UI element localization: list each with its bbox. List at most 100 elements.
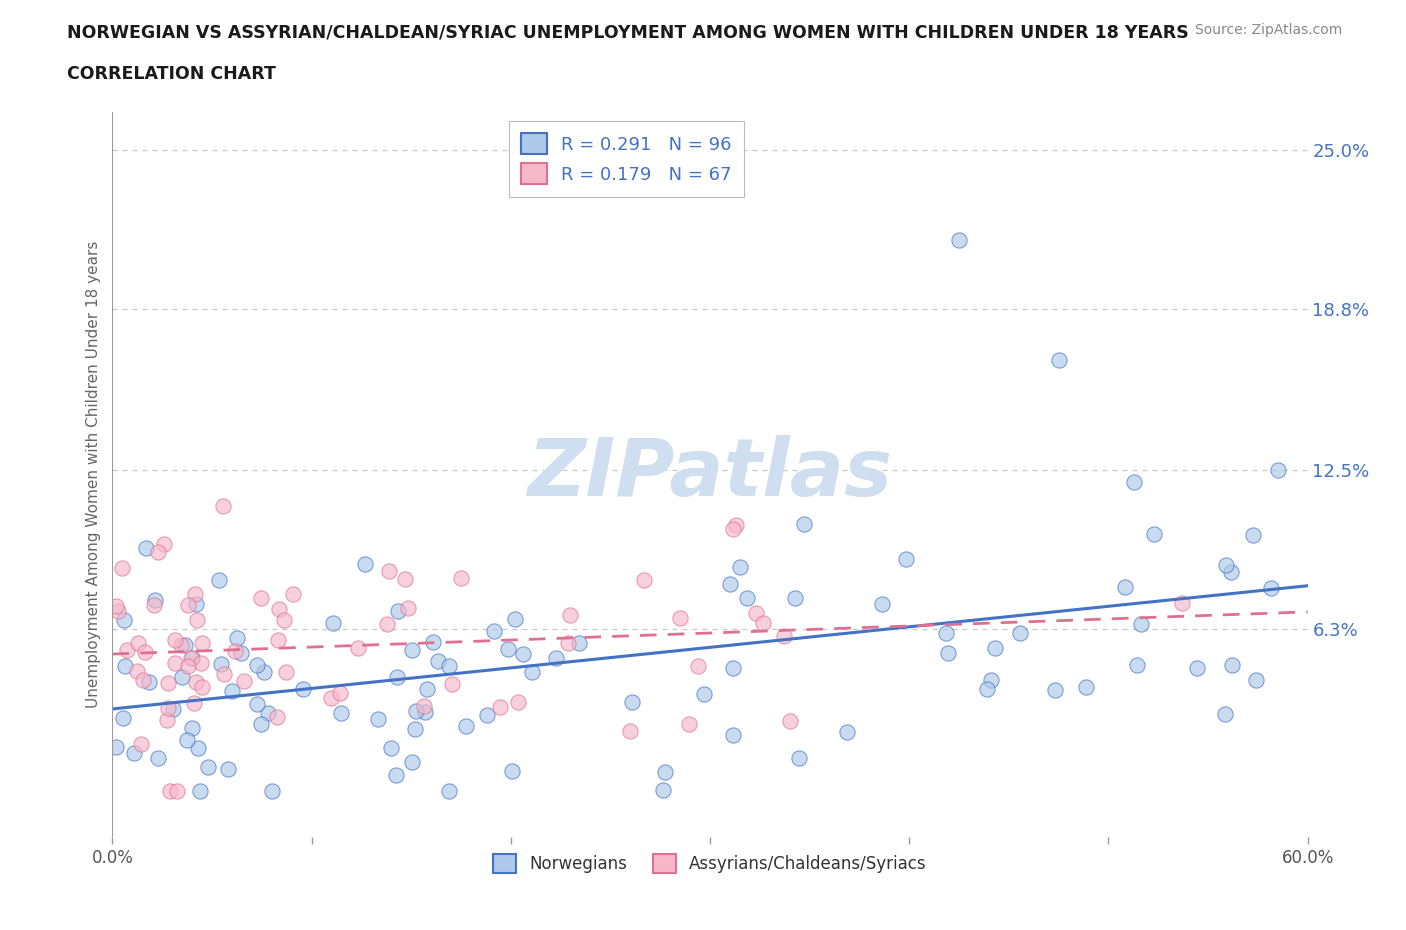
Point	[439, 783, 461, 798]
Point	[737, 591, 759, 605]
Point	[292, 682, 315, 697]
Point	[938, 646, 960, 661]
Point	[225, 631, 247, 645]
Point	[221, 684, 243, 698]
Point	[1074, 680, 1097, 695]
Point	[208, 573, 231, 588]
Point	[173, 637, 195, 652]
Point	[330, 705, 353, 720]
Point	[654, 764, 676, 779]
Point	[112, 612, 135, 627]
Point	[375, 617, 398, 631]
Point	[229, 645, 252, 660]
Point	[107, 604, 129, 618]
Point	[281, 587, 304, 602]
Point	[779, 713, 801, 728]
Point	[693, 686, 716, 701]
Point	[725, 517, 748, 532]
Point	[688, 658, 710, 673]
Point	[378, 564, 401, 578]
Point	[181, 651, 204, 666]
Point	[669, 610, 692, 625]
Point	[1122, 474, 1144, 489]
Point	[1260, 581, 1282, 596]
Point	[253, 665, 276, 680]
Point	[1244, 673, 1267, 688]
Point	[105, 740, 128, 755]
Point	[157, 675, 180, 690]
Point	[104, 599, 127, 614]
Point	[1267, 463, 1289, 478]
Point	[184, 675, 207, 690]
Point	[568, 635, 591, 650]
Point	[211, 499, 233, 514]
Point	[723, 727, 745, 742]
Point	[1010, 626, 1032, 641]
Legend: Norwegians, Assyrians/Chaldeans/Syriacs: Norwegians, Assyrians/Chaldeans/Syriacs	[486, 847, 934, 880]
Point	[1220, 658, 1243, 672]
Point	[413, 699, 436, 714]
Point	[501, 764, 523, 778]
Point	[872, 597, 894, 612]
Point	[1215, 557, 1237, 572]
Text: ZIPatlas: ZIPatlas	[527, 435, 893, 513]
Point	[475, 708, 498, 723]
Point	[437, 659, 460, 674]
Point	[558, 607, 581, 622]
Point	[132, 673, 155, 688]
Point	[1130, 617, 1153, 631]
Point	[745, 605, 768, 620]
Point	[405, 703, 427, 718]
Point	[115, 643, 138, 658]
Point	[322, 616, 344, 631]
Point	[266, 710, 288, 724]
Point	[197, 759, 219, 774]
Y-axis label: Unemployment Among Women with Children Under 18 years: Unemployment Among Women with Children U…	[86, 241, 101, 708]
Point	[1241, 528, 1264, 543]
Point	[484, 624, 506, 639]
Point	[728, 560, 751, 575]
Point	[274, 665, 297, 680]
Point	[387, 670, 409, 684]
Point	[347, 640, 370, 655]
Point	[125, 664, 148, 679]
Point	[111, 561, 134, 576]
Point	[512, 646, 534, 661]
Point	[1047, 352, 1070, 367]
Point	[188, 783, 211, 798]
Text: NORWEGIAN VS ASSYRIAN/CHALDEAN/SYRIAC UNEMPLOYMENT AMONG WOMEN WITH CHILDREN UND: NORWEGIAN VS ASSYRIAN/CHALDEAN/SYRIAC UN…	[67, 23, 1189, 41]
Point	[250, 717, 273, 732]
Point	[183, 696, 205, 711]
Point	[250, 591, 273, 605]
Point	[394, 572, 416, 587]
Point	[266, 632, 288, 647]
Point	[329, 685, 352, 700]
Point	[224, 644, 246, 658]
Point	[980, 672, 1002, 687]
Point	[172, 670, 194, 684]
Point	[184, 596, 207, 611]
Point	[1126, 658, 1149, 672]
Point	[186, 613, 208, 628]
Point	[835, 724, 858, 739]
Point	[984, 641, 1007, 656]
Point	[935, 625, 957, 640]
Point	[401, 755, 423, 770]
Point	[416, 682, 439, 697]
Point	[427, 654, 450, 669]
Point	[723, 660, 745, 675]
Point	[422, 635, 444, 650]
Point	[387, 604, 409, 618]
Point	[404, 722, 426, 737]
Point	[122, 745, 145, 760]
Point	[269, 602, 291, 617]
Point	[190, 680, 212, 695]
Point	[180, 650, 202, 665]
Point	[557, 636, 579, 651]
Point	[450, 571, 472, 586]
Point	[246, 658, 269, 672]
Point	[1171, 596, 1194, 611]
Point	[246, 697, 269, 711]
Point	[401, 643, 423, 658]
Point	[170, 637, 193, 652]
